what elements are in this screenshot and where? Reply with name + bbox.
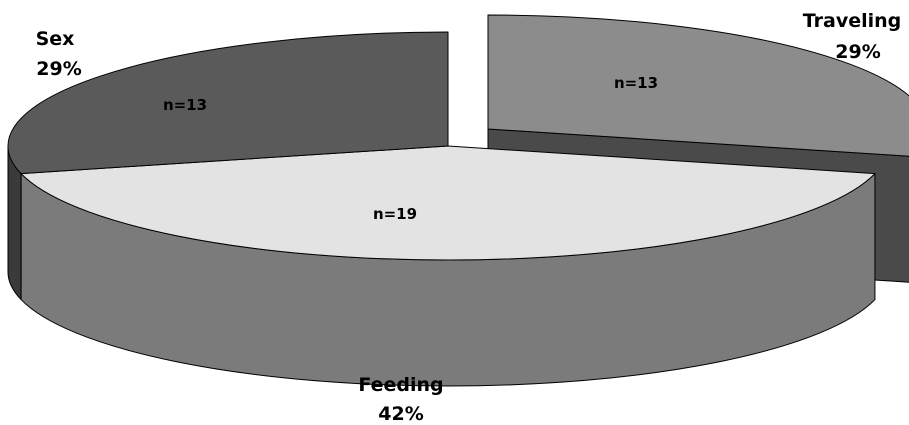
slice-n-label-feeding: n=19: [373, 205, 417, 223]
slice-label-feeding: Feeding: [358, 374, 443, 396]
slice-n-label-traveling: n=13: [614, 74, 658, 92]
slice-percent-traveling: 29%: [835, 41, 880, 63]
slice-label-traveling: Traveling: [803, 10, 902, 32]
slice-percent-sex: 29%: [36, 58, 81, 80]
slice-n-label-sex: n=13: [163, 96, 207, 114]
slice-label-sex: Sex: [36, 28, 75, 50]
slice-percent-feeding: 42%: [378, 403, 423, 425]
